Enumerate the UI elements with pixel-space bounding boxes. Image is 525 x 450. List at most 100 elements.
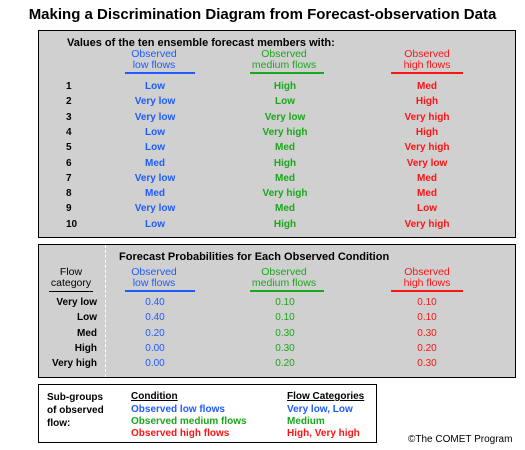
member-value-low: Low — [145, 142, 165, 154]
prob-header-high-line2: high flows — [403, 277, 451, 289]
member-value-high: Med — [417, 188, 437, 200]
member-value-low: Med — [145, 188, 165, 200]
probabilities-heading: Forecast Probabilities for Each Observed… — [119, 251, 390, 263]
member-number: 8 — [66, 188, 72, 200]
flow-category-label: Med — [77, 327, 97, 339]
member-number: 1 — [66, 81, 72, 92]
member-number: 3 — [66, 111, 72, 123]
probability-low: 0.40 — [145, 297, 165, 308]
probability-high: 0.10 — [417, 312, 437, 324]
column-header-low-line1: Observed — [131, 48, 177, 60]
probability-high: 0.20 — [417, 342, 437, 354]
column-header-high-line1: Observed — [404, 48, 450, 60]
member-value-medium: Low — [275, 96, 295, 108]
member-value-low: Low — [145, 126, 165, 138]
member-value-high: Low — [417, 203, 437, 215]
prob-header-low-line2: low flows — [132, 277, 176, 289]
member-value-low: Very low — [134, 203, 176, 215]
probabilities-panel: Forecast Probabilities for Each Observed… — [38, 244, 516, 378]
column-underline-low — [125, 72, 195, 74]
prob-header-low-line1: Observed — [131, 266, 177, 278]
probability-medium: 0.30 — [275, 327, 295, 339]
member-value-high: Very high — [404, 142, 450, 154]
legend-condition-medium: Observed medium flows — [131, 416, 247, 427]
member-value-medium: Med — [275, 172, 295, 184]
flow-category-label: High — [74, 342, 97, 354]
column-header-low: Observed low flows — [114, 49, 194, 71]
legend-condition-high: Observed high flows — [131, 428, 230, 439]
prob-header-high: Observed high flows — [387, 267, 467, 289]
ensemble-values-panel: Values of the ten ensemble forecast memb… — [38, 30, 516, 238]
legend-categories-medium: Medium — [287, 416, 325, 427]
member-number: 5 — [66, 142, 72, 154]
member-number: 9 — [66, 203, 72, 215]
probability-medium: 0.30 — [275, 342, 295, 354]
flow-category-label: Very low — [56, 297, 97, 308]
prob-underline-medium — [250, 290, 324, 292]
legend-label: Sub-groups of observed flow: — [47, 391, 104, 430]
legend-condition-header: Condition — [131, 391, 178, 402]
probability-high: 0.30 — [417, 358, 437, 370]
member-value-low: Very low — [134, 111, 176, 123]
diagram-title: Making a Discrimination Diagram from For… — [28, 6, 497, 23]
legend-categories-low: Very low, Low — [287, 404, 353, 415]
member-value-medium: Med — [275, 203, 295, 215]
legend-label-line2: of observed — [47, 405, 104, 416]
prob-header-medium-line1: Observed — [261, 266, 307, 278]
flow-category-column — [39, 245, 106, 377]
probability-medium: 0.10 — [275, 312, 295, 324]
legend-label-line3: flow: — [47, 418, 71, 429]
flow-category-label: Low — [77, 312, 97, 324]
member-number: 6 — [66, 157, 72, 169]
probability-low: 0.00 — [145, 342, 165, 354]
probability-low: 0.00 — [145, 358, 165, 370]
column-underline-high — [391, 72, 463, 74]
member-value-low: Low — [145, 218, 165, 230]
member-value-low: Very low — [134, 96, 176, 108]
member-value-high: Very high — [404, 218, 450, 230]
member-value-medium: High — [273, 81, 297, 92]
member-number: 10 — [66, 218, 78, 230]
member-value-high: Med — [417, 172, 437, 184]
column-header-high: Observed high flows — [387, 49, 467, 71]
column-header-low-line2: low flows — [132, 59, 176, 71]
prob-header-medium-line2: medium flows — [251, 277, 317, 289]
prob-header-low: Observed low flows — [114, 267, 194, 289]
member-value-high: Med — [417, 81, 437, 92]
column-header-medium-line2: medium flows — [251, 59, 317, 71]
legend-label-line1: Sub-groups — [47, 392, 104, 403]
member-value-high: High — [415, 96, 439, 108]
legend-categories-high: High, Very high — [287, 428, 360, 439]
flow-category-header-line1: Flow — [59, 266, 83, 278]
member-number: 4 — [66, 126, 72, 138]
member-value-medium: Very high — [262, 126, 308, 138]
member-value-medium: High — [273, 218, 297, 230]
member-value-low: Med — [145, 157, 165, 169]
member-value-low: Low — [145, 81, 165, 92]
copyright-notice: ©The COMET Program — [408, 434, 513, 445]
probability-medium: 0.10 — [275, 297, 295, 308]
prob-underline-high — [391, 290, 463, 292]
member-value-high: Very low — [406, 157, 448, 169]
legend-condition-low: Observed low flows — [131, 404, 225, 415]
member-value-medium: Med — [275, 142, 295, 154]
member-value-high: Very high — [404, 111, 450, 123]
probability-medium: 0.20 — [275, 358, 295, 370]
member-value-low: Very low — [134, 172, 176, 184]
probability-low: 0.40 — [145, 312, 165, 324]
legend-categories-header: Flow Categories — [287, 391, 365, 402]
flow-category-header: Flow category — [43, 267, 99, 289]
member-value-medium: Very low — [264, 111, 306, 123]
flow-category-header-line2: category — [50, 277, 92, 289]
column-header-high-line2: high flows — [403, 59, 451, 71]
prob-underline-low — [125, 290, 195, 292]
prob-header-high-line1: Observed — [404, 266, 450, 278]
probability-high: 0.30 — [417, 327, 437, 339]
probability-high: 0.10 — [417, 297, 437, 308]
flow-category-underline — [49, 291, 93, 292]
column-header-medium-line1: Observed — [261, 48, 307, 60]
member-value-high: High — [415, 126, 439, 138]
member-number: 7 — [66, 172, 72, 184]
prob-header-medium: Observed medium flows — [244, 267, 324, 289]
column-underline-medium — [250, 72, 324, 74]
